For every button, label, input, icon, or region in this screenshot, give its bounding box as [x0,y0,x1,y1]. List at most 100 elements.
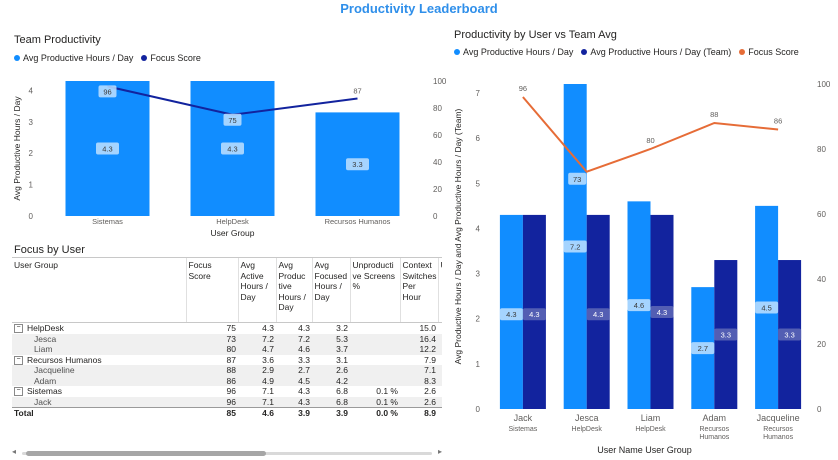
productivity-by-user-chart[interactable]: 0 1 2 3 4 5 6 7 0 20 40 60 80 100 Avg Productive Hours… [448,56,836,460]
data-label-bg [650,305,674,318]
column-header[interactable]: Focus Score [186,258,239,323]
table-cell: 73 [226,333,236,344]
total-row[interactable]: Total 85 4.6 3.9 3.9 0.0 % 8.9 [12,407,442,419]
table-cell: 88 [226,365,236,375]
data-label: 4.3 [506,310,516,319]
column-header[interactable]: Avg Active Hours / Day [238,258,277,323]
column-header[interactable]: Unproducti ve Screens % [350,258,401,323]
table-title: Focus by User [14,244,85,256]
y2-tick-label: 0 [433,212,438,221]
table-cell: 2.9 [262,365,274,375]
table-cell [438,397,442,408]
table-cell: 75 [226,323,236,333]
row-label-text: Adam [34,375,57,386]
focus-by-user-matrix[interactable]: User Group Focus Score Avg Active Hours … [12,257,442,448]
group-row[interactable]: − Sistemas 96 7.1 4.3 6.8 0.1 % 2.6 [12,386,442,397]
focus-score-line [522,96,779,173]
x-subcategory-label: HelpDesk [572,426,603,433]
data-label-bg [714,328,738,341]
table-row[interactable]: Liam 80 4.7 4.6 3.7 12.2 [12,344,442,355]
data-label: 75 [228,116,236,125]
group-row[interactable]: − Recursos Humanos 87 3.6 3.3 3.1 7.9 [12,355,442,366]
collapse-icon[interactable]: − [14,324,23,334]
row-label: − Sistemas [12,386,186,397]
legend-label: Focus Score [150,53,201,63]
y-tick-label: 4 [29,86,34,95]
legend-item-focus-score[interactable]: Focus Score [739,47,799,57]
table-row[interactable]: Jesca 73 7.2 7.2 5.3 16.4 [12,333,442,345]
y2-tick-label: 60 [433,131,442,140]
x-axis-label: User Name User Group [597,445,692,455]
table-cell [438,355,442,366]
table-cell: 7.2 [262,333,274,344]
x-tick-label: Recursos Humanos [325,217,391,226]
table-cell: 6.8 [336,386,348,396]
legend-label: Avg Productive Hours / Day (Team) [590,47,732,57]
column-header[interactable]: Avg Focused Hours / Day [312,258,351,323]
horizontal-scrollbar[interactable]: ◂ ▸ [12,447,442,456]
table-cell [438,344,442,355]
table-cell: 8.3 [424,375,436,386]
legend-item-avg-productive[interactable]: Avg Productive Hours / Day [454,47,573,57]
data-label: 96 [103,87,111,96]
row-label: Jack [12,397,186,408]
table-row[interactable]: Adam 86 4.9 4.5 4.2 8.3 [12,375,442,387]
table-cell [438,407,442,419]
y2-tick-label: 20 [433,185,442,194]
y2-tick-label: 0 [817,405,822,414]
column-header[interactable]: User Group [12,258,187,323]
table-cell: 3.3 [298,354,310,365]
y2-tick-label: 20 [817,340,826,349]
table-row[interactable]: Jack 96 7.1 4.3 6.8 0.1 % 2.6 [12,396,442,408]
table-cell: 2.6 [424,386,436,396]
group-row[interactable]: − HelpDesk 75 4.3 4.3 3.2 15.0 [12,323,442,334]
row-label: Jacqueline [12,365,186,376]
y2-tick-label: 60 [817,210,826,219]
table-cell: 12.2 [419,344,436,354]
data-label-bg [691,342,715,355]
scroll-right-icon[interactable]: ▸ [437,447,442,456]
legend-item-avg-productive[interactable]: Avg Productive Hours / Day [14,53,133,63]
column-header[interactable]: Context Switches Per Hour [400,258,439,323]
row-label-text: Recursos Humanos [27,354,102,365]
line-data-label: 96 [519,84,527,93]
table-cell [350,355,400,366]
line-data-label: 87 [353,87,361,96]
column-header[interactable]: U [438,258,442,323]
x-subcategory-label: HelpDesk [635,426,666,433]
table-cell: 4.7 [262,344,274,354]
table-cell: 7.1 [424,365,436,375]
table-cell: 4.5 [298,375,310,386]
column-header[interactable]: Avg Produc tive Hours / Day [276,258,313,323]
table-cell: 4.3 [298,323,310,333]
y-tick-label: 1 [476,360,481,369]
data-label-bg [221,142,244,155]
table-cell: 7.1 [262,396,274,407]
data-label: 4.3 [593,310,603,319]
row-label-text: Total [14,408,34,419]
data-label: 3.3 [721,331,731,340]
legend-item-focus-score[interactable]: Focus Score [141,53,201,63]
table-cell [438,376,442,387]
row-label-text: Jesca [34,333,57,344]
scrollbar-thumb[interactable] [26,451,266,456]
table-row[interactable]: Jacqueline 88 2.9 2.7 2.6 7.1 [12,365,442,376]
row-label: − HelpDesk [12,323,186,334]
table-cell: 7.9 [424,354,436,365]
collapse-icon[interactable]: − [14,387,23,397]
row-label: − Recursos Humanos [12,355,186,366]
table-cell [438,365,442,376]
legend-label: Avg Productive Hours / Day [23,53,134,63]
data-label-bg [755,301,779,314]
table-cell [350,334,400,345]
legend-item-avg-productive-team[interactable]: Avg Productive Hours / Day (Team) [581,47,731,57]
y-tick-label: 0 [476,405,481,414]
collapse-icon[interactable]: − [14,355,23,365]
data-label: 4.3 [227,145,237,154]
y2-tick-label: 40 [817,275,826,284]
row-label-text: HelpDesk [27,323,64,333]
table-cell: 15.0 [419,323,436,333]
scroll-left-icon[interactable]: ◂ [12,447,17,456]
y-tick-label: 7 [476,89,481,98]
